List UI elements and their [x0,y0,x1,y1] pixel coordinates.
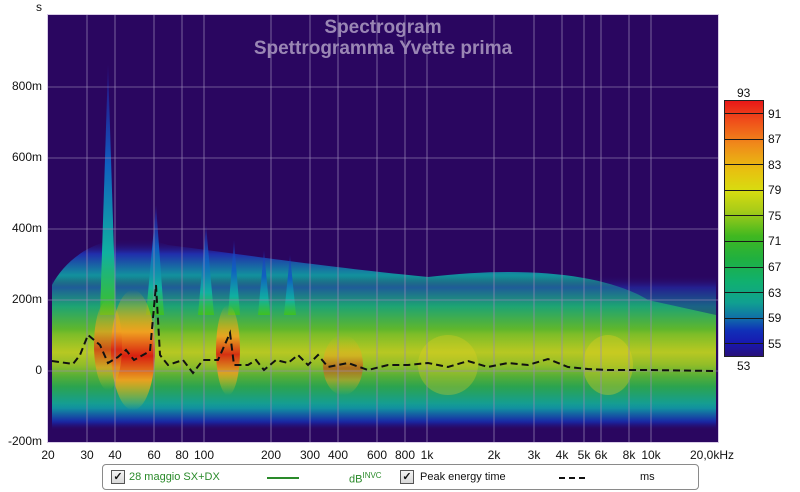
green-line-icon [267,477,299,479]
x-tick: 5k [577,448,591,462]
spectrogram-series-label: 28 maggio SX+DX [129,471,220,483]
x-tick: 20,0kHz [689,448,735,462]
y-tick: -200m [7,434,42,448]
x-tick: 3k [527,448,541,462]
x-tick: 4k [555,448,569,462]
x-tick: 6k [594,448,608,462]
y-tick: 400m [11,221,42,235]
colorbar-tick: 55 [768,337,782,351]
x-tick: 8k [622,448,636,462]
y-tick: 0 [35,363,42,377]
peak-energy-label: Peak energy time [420,471,506,483]
x-tick: 600 [366,448,388,462]
y-axis-unit: s [36,0,42,14]
x-tick: 200 [260,448,282,462]
colorbar-tick: 59 [768,311,782,325]
x-tick: 20 [41,448,55,462]
dashed-line-icon [559,477,585,479]
x-tick: 800 [394,448,416,462]
colorbar-max-label: 93 [737,86,751,100]
x-tick: 10k [641,448,661,462]
colorbar-tick: 67 [768,260,782,274]
x-tick: 2k [487,448,501,462]
spectrogram-series-checkbox[interactable]: ✓ [111,470,125,484]
colorbar-tick: 75 [768,209,782,223]
colorbar [724,100,764,357]
colorbar-tick: 63 [768,286,782,300]
x-tick: 60 [147,448,161,462]
spectrogram-plot[interactable]: Spectrogram Spettrogramma Yvette prima [47,14,719,443]
x-tick: 400 [327,448,349,462]
legend: ✓ 28 maggio SX+DX dBINVC ✓ Peak energy t… [102,464,699,490]
spectrogram-heatmap [48,15,718,442]
colorbar-min-label: 53 [737,359,751,373]
colorbar-tick: 87 [768,132,782,146]
x-tick: 300 [299,448,321,462]
peak-energy-unit: ms [640,471,655,483]
x-tick: 30 [80,448,94,462]
spectrogram-series-unit: dBINVC [349,471,382,486]
x-tick: 100 [193,448,215,462]
peak-energy-checkbox[interactable]: ✓ [400,470,414,484]
colorbar-tick: 83 [768,158,782,172]
y-tick: 600m [11,150,42,164]
x-tick: 40 [108,448,122,462]
y-tick: 800m [11,79,42,93]
y-tick: 200m [11,292,42,306]
colorbar-tick: 71 [768,234,782,248]
colorbar-tick: 79 [768,183,782,197]
x-tick: 1k [420,448,434,462]
x-tick: 80 [175,448,189,462]
colorbar-tick: 91 [768,107,782,121]
